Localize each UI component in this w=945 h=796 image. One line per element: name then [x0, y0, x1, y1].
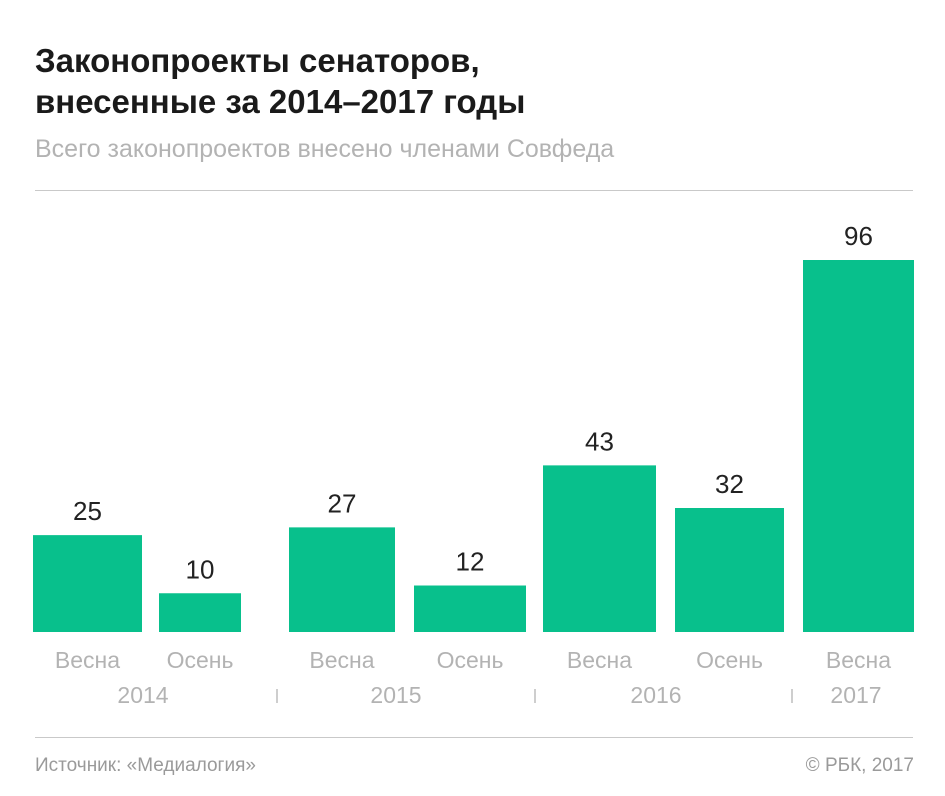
x-tick-label: Весна — [309, 647, 374, 673]
source-note: Источник: «Медиалогия» — [35, 755, 256, 776]
bar-value-label: 32 — [715, 469, 744, 499]
chart-subtitle: Всего законопроектов внесено членами Сов… — [35, 135, 615, 163]
year-label: 2014 — [117, 682, 168, 708]
chart-title-line-1: Законопроекты сенаторов, — [35, 42, 480, 79]
x-tick-label: Весна — [826, 647, 891, 673]
x-tick-label: Осень — [696, 647, 763, 673]
bar — [33, 535, 142, 632]
bar — [159, 593, 241, 632]
chart-title: Законопроекты сенаторов, внесенные за 20… — [35, 40, 915, 122]
bars-layer — [33, 260, 914, 632]
x-tick-label: Осень — [437, 647, 504, 673]
copyright-note: © РБК, 2017 — [805, 755, 914, 776]
bottom-divider — [35, 737, 913, 738]
bar-value-label: 12 — [456, 547, 485, 577]
bar — [803, 260, 914, 632]
bar-value-label: 25 — [73, 496, 102, 526]
top-divider — [35, 190, 913, 191]
value-labels-layer: 25 10 27 12 43 32 96 — [73, 221, 873, 584]
bar-value-label: 27 — [328, 488, 357, 518]
bar — [543, 465, 656, 632]
x-tick-label: Весна — [55, 647, 120, 673]
year-label: 2017 — [830, 682, 881, 708]
bar — [675, 508, 784, 632]
x-axis: Весна Осень Весна Осень Весна Осень Весна 2014 2… — [55, 647, 891, 708]
bar-value-label: 10 — [186, 554, 215, 584]
bar-value-label: 43 — [585, 426, 614, 456]
bar-value-label: 96 — [844, 221, 873, 251]
x-tick-label: Осень — [167, 647, 234, 673]
bar — [414, 585, 526, 632]
chart-title-line-2: внесенные за 2014–2017 годы — [35, 83, 526, 120]
x-tick-label: Весна — [567, 647, 632, 673]
year-label: 2015 — [370, 682, 421, 708]
year-label: 2016 — [630, 682, 681, 708]
bar — [289, 527, 395, 632]
